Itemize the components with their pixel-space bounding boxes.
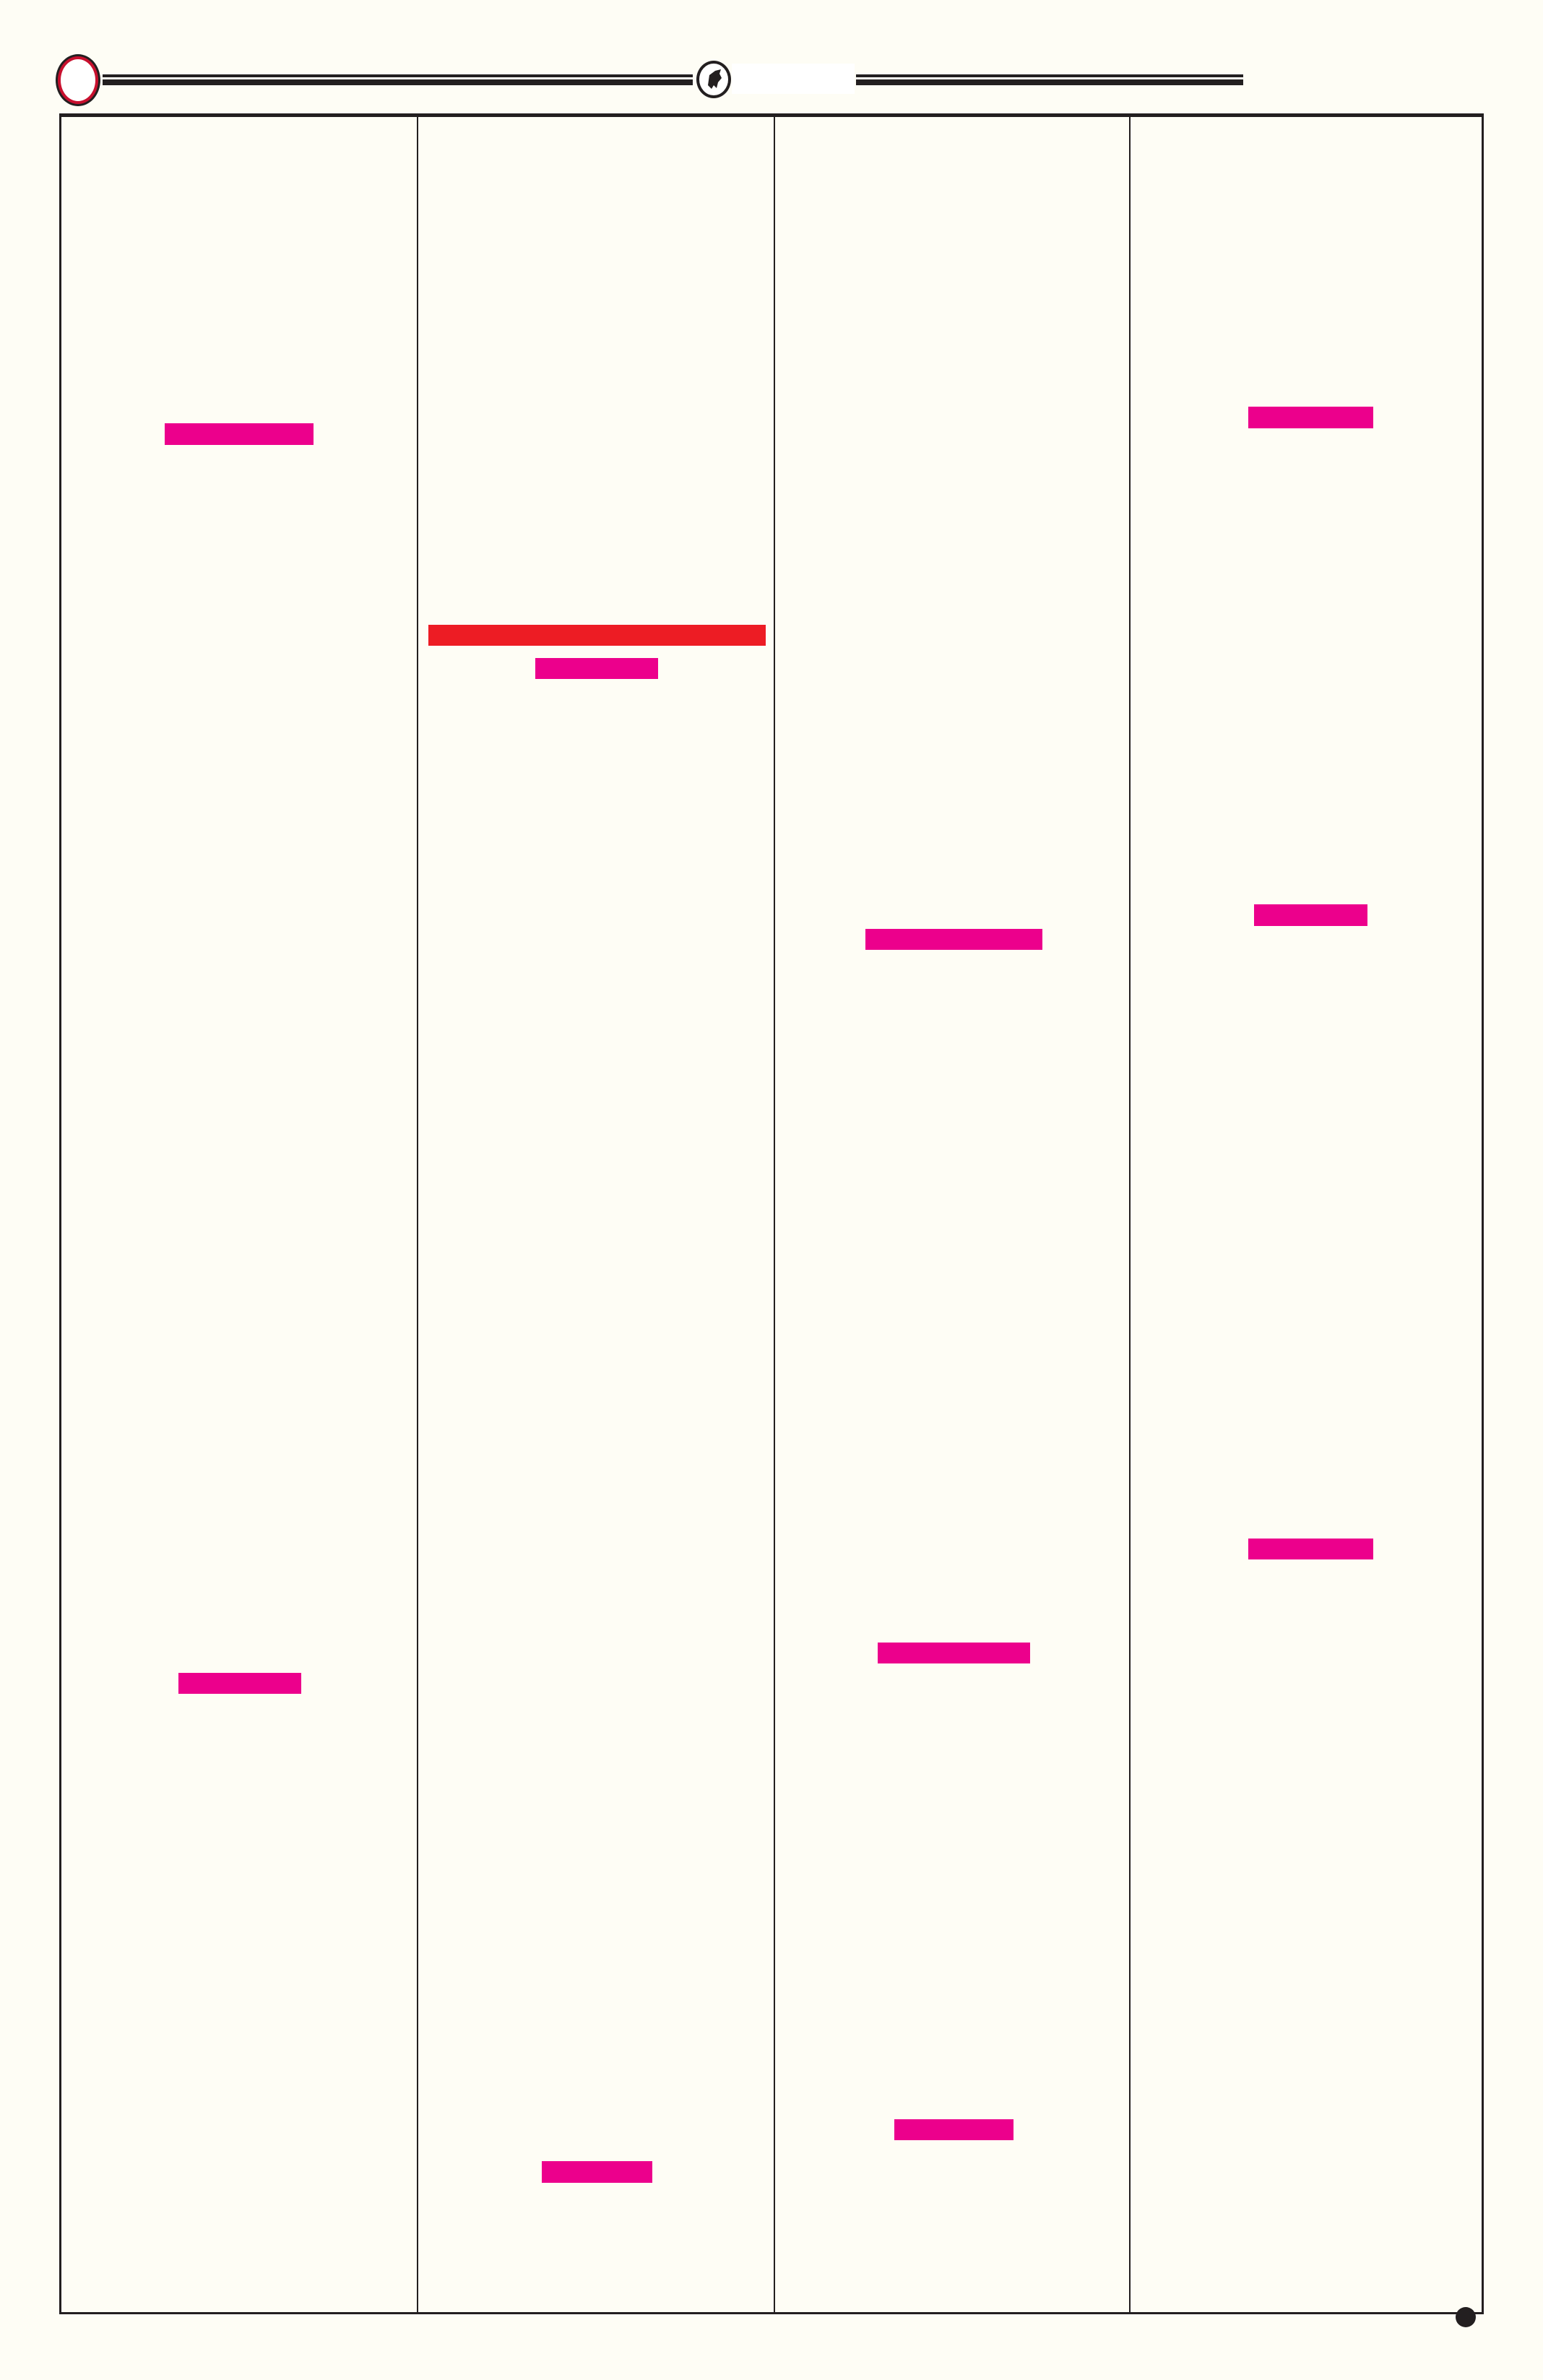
bull-emblem-icon <box>696 61 731 98</box>
header-line-right-thick <box>856 79 1243 85</box>
highlight-block <box>894 2119 1013 2140</box>
highlight-block <box>542 2161 652 2183</box>
highlight-block-red <box>428 625 766 646</box>
column-divider-2 <box>774 116 775 2314</box>
dot-icon <box>1456 2307 1476 2327</box>
highlight-block <box>1248 407 1373 428</box>
column-divider-1 <box>417 116 418 2314</box>
header-line-right-thin <box>856 74 1243 77</box>
blank-label-box <box>732 64 855 94</box>
highlight-block <box>865 929 1042 950</box>
page-frame <box>59 113 1484 2314</box>
header-line-left-thin <box>103 74 693 77</box>
ring-ornament-icon <box>58 56 98 104</box>
highlight-block <box>1254 904 1367 926</box>
highlight-block <box>1248 1539 1373 1559</box>
highlight-block <box>878 1643 1030 1663</box>
header-line-left-thick <box>103 79 693 85</box>
highlight-block <box>535 658 658 679</box>
column-divider-3 <box>1129 116 1131 2314</box>
highlight-block <box>178 1673 301 1694</box>
highlight-block <box>165 423 314 445</box>
header-rule <box>0 0 1543 108</box>
